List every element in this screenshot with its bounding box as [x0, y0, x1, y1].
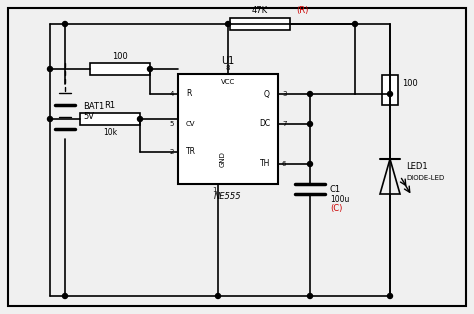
- Text: 4: 4: [170, 91, 174, 97]
- Text: 7: 7: [282, 121, 286, 127]
- Text: 100: 100: [402, 79, 418, 89]
- Circle shape: [47, 116, 53, 122]
- Text: 47K: 47K: [252, 6, 268, 15]
- Text: 100u: 100u: [330, 194, 349, 203]
- Circle shape: [308, 161, 312, 166]
- Text: DIODE-LED: DIODE-LED: [406, 176, 444, 181]
- Circle shape: [47, 67, 53, 72]
- Text: NE555: NE555: [214, 192, 242, 201]
- Text: R1: R1: [104, 101, 116, 110]
- Circle shape: [63, 294, 67, 299]
- Circle shape: [308, 294, 312, 299]
- Text: TR: TR: [186, 148, 196, 156]
- Text: 3: 3: [282, 91, 286, 97]
- Circle shape: [226, 21, 230, 26]
- FancyBboxPatch shape: [80, 113, 140, 125]
- Text: 8: 8: [226, 65, 230, 71]
- Text: 100: 100: [112, 52, 128, 61]
- Circle shape: [216, 294, 220, 299]
- Text: C1: C1: [330, 185, 341, 193]
- FancyBboxPatch shape: [230, 18, 290, 30]
- Circle shape: [308, 122, 312, 127]
- Text: 1: 1: [212, 187, 216, 193]
- Circle shape: [137, 116, 143, 122]
- FancyBboxPatch shape: [382, 75, 398, 105]
- Text: 2: 2: [170, 149, 174, 155]
- Text: LED1: LED1: [406, 162, 428, 171]
- Circle shape: [388, 91, 392, 96]
- Text: 6: 6: [282, 161, 286, 167]
- FancyBboxPatch shape: [90, 63, 150, 75]
- Circle shape: [147, 67, 153, 72]
- Text: U1: U1: [221, 56, 235, 66]
- Text: TH: TH: [260, 160, 270, 169]
- Text: R: R: [186, 89, 191, 99]
- FancyBboxPatch shape: [8, 8, 466, 306]
- Text: 10k: 10k: [103, 128, 117, 137]
- Text: VCC: VCC: [221, 79, 235, 85]
- Text: BAT1: BAT1: [83, 102, 104, 111]
- Circle shape: [308, 91, 312, 96]
- Text: Q: Q: [264, 89, 270, 99]
- Text: (C): (C): [330, 204, 342, 214]
- Text: CV: CV: [186, 121, 195, 127]
- Circle shape: [353, 21, 357, 26]
- Text: DC: DC: [259, 120, 270, 128]
- Text: 5: 5: [170, 121, 174, 127]
- Text: (R): (R): [296, 6, 309, 15]
- Circle shape: [63, 21, 67, 26]
- Text: GND: GND: [220, 151, 226, 167]
- Text: 5V: 5V: [83, 112, 94, 121]
- Circle shape: [388, 294, 392, 299]
- FancyBboxPatch shape: [178, 74, 278, 184]
